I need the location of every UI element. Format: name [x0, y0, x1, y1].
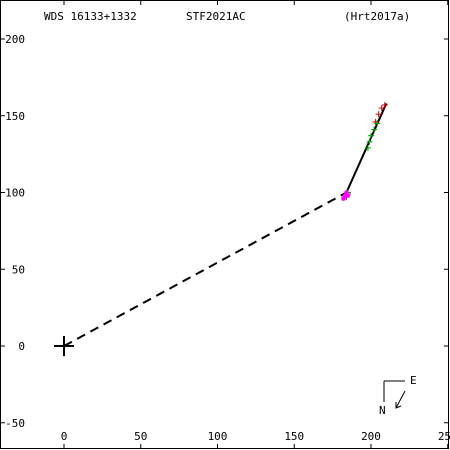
- x-axis-ticks: 0 50 100 150 200 250: [61, 0, 450, 449]
- observation-dot: [342, 194, 348, 200]
- motion-arrowhead-icon: [395, 402, 402, 409]
- observation-plus: [364, 144, 371, 151]
- y-tick-label: 0: [18, 340, 25, 353]
- observation-plus: [368, 132, 374, 139]
- compass-east-label: E: [410, 374, 417, 387]
- y-tick-label: 150: [5, 110, 25, 123]
- y-tick-label: 100: [5, 187, 25, 200]
- y-tick-label: -50: [5, 417, 25, 430]
- motion-arrow-icon: [395, 390, 406, 409]
- observation-plus: [366, 138, 373, 145]
- y-tick-label: 50: [12, 263, 25, 276]
- observation-plus: [371, 126, 378, 133]
- y-tick-label: 200: [5, 33, 25, 46]
- observation-dot: [344, 190, 349, 195]
- separation-dashed-line: [63, 191, 347, 347]
- compass: E N: [379, 374, 417, 417]
- discoverer-label: STF2021AC: [186, 10, 246, 23]
- observation-plus: [374, 120, 381, 127]
- x-tick-label: 50: [134, 430, 147, 443]
- primary-star-marker: [54, 336, 74, 356]
- x-tick-label: 0: [61, 430, 68, 443]
- observation-plus: [381, 102, 388, 109]
- x-tick-label: 100: [208, 430, 228, 443]
- x-tick-label: 150: [284, 430, 304, 443]
- wds-id-label: WDS 16133+1332: [44, 10, 137, 23]
- y-axis-ticks: -50 0 50 100 150 200: [0, 33, 449, 430]
- observation-plus: [375, 111, 382, 118]
- observation-plus: [378, 105, 385, 112]
- observation-points: [341, 102, 388, 201]
- x-tick-label: 250: [438, 430, 450, 443]
- x-tick-label: 200: [361, 430, 381, 443]
- orbit-reference-label: (Hrt2017a): [344, 10, 410, 23]
- compass-north-label: N: [379, 404, 386, 417]
